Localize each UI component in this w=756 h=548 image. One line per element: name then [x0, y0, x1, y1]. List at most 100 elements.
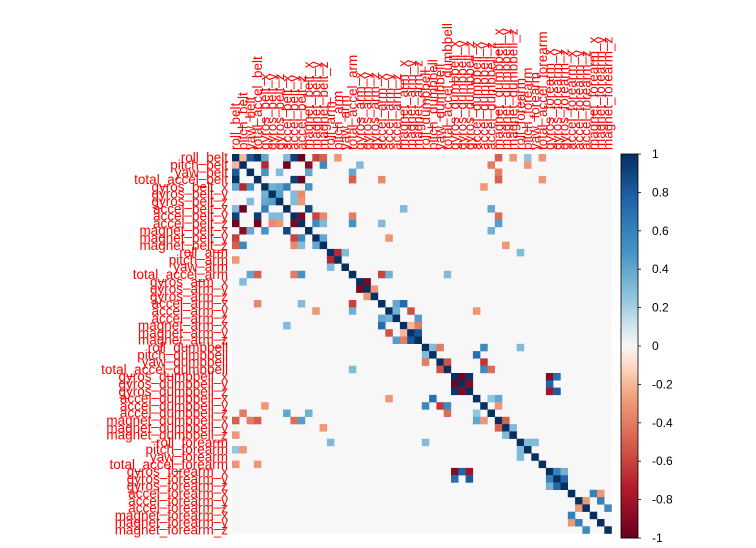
legend-color-band — [621, 503, 638, 506]
row-label: magnet_arm_z — [138, 333, 228, 348]
legend-color-band — [621, 497, 638, 500]
correlation-cell — [232, 154, 240, 162]
correlation-cell — [589, 489, 598, 498]
correlation-cell — [239, 409, 247, 417]
legend-color-band — [621, 280, 638, 284]
correlation-cell — [326, 248, 335, 257]
correlation-cell — [524, 438, 532, 447]
correlation-cell — [545, 373, 554, 381]
legend-color-band — [621, 355, 638, 358]
column-label: gyros_forearm_x — [542, 48, 557, 150]
correlation-cell — [305, 183, 313, 191]
row-label: accel_belt_x — [153, 201, 228, 216]
legend-color-band — [621, 274, 638, 278]
correlation-cell — [348, 300, 357, 308]
correlation-cell — [545, 380, 554, 388]
row-label: total_accel_dumbbell — [101, 362, 228, 377]
legend-tick-label: 1 — [652, 147, 659, 161]
legend-color-band — [621, 154, 638, 157]
correlation-cell — [436, 402, 444, 410]
correlation-cell — [239, 154, 247, 162]
legend-color-band — [621, 203, 638, 207]
legend-color-band — [621, 246, 638, 249]
legend-color-band — [621, 436, 638, 439]
row-label: accel_dumbbell_y — [120, 398, 228, 413]
legend-color-band — [621, 346, 638, 349]
correlation-cell — [516, 453, 525, 461]
correlation-cell — [297, 175, 306, 184]
correlation-cell — [283, 154, 291, 162]
correlation-cell — [443, 358, 452, 366]
correlation-cell — [253, 154, 262, 162]
correlation-cell — [451, 467, 459, 476]
column-label: roll_dumbbell — [418, 70, 433, 150]
correlation-cell — [246, 183, 255, 191]
correlation-cell — [443, 365, 452, 374]
correlation-cell — [246, 154, 255, 162]
row-label: magnet_arm_x — [138, 318, 228, 333]
legend-color-band — [621, 434, 638, 437]
row-label: accel_dumbbell_z — [120, 406, 228, 421]
correlation-cell — [253, 212, 262, 220]
correlation-cell — [524, 154, 532, 162]
legend-color-band — [621, 230, 638, 234]
legend-color-band — [621, 486, 638, 489]
legend-color-band — [621, 238, 638, 241]
correlation-cell — [465, 373, 474, 381]
legend-color-band — [621, 338, 638, 341]
correlation-cell — [385, 394, 393, 403]
legend-color-band — [621, 232, 638, 236]
correlation-cell — [472, 409, 481, 417]
legend-color-band — [621, 468, 638, 472]
legend-tick-label: -0.2 — [652, 377, 673, 391]
correlation-cell — [385, 314, 393, 323]
legend-color-band — [621, 250, 638, 253]
correlation-cell — [567, 519, 576, 527]
correlation-cell — [290, 175, 298, 184]
correlation-cell — [378, 270, 386, 279]
correlation-cell — [370, 285, 379, 293]
legend-color-band — [621, 298, 638, 301]
row-label: accel_belt_z — [153, 216, 228, 231]
legend-color-band — [621, 309, 638, 312]
legend-color-band — [621, 516, 638, 520]
legend-color-band — [621, 340, 638, 343]
legend-color-band — [621, 188, 638, 191]
legend-color-band — [621, 534, 638, 537]
legend-color-band — [621, 459, 638, 462]
correlation-cell — [275, 183, 284, 191]
correlation-cell — [421, 438, 430, 447]
correlation-cell — [516, 248, 525, 257]
correlation-cell — [575, 497, 583, 505]
legend-color-band — [621, 271, 638, 274]
correlation-cell — [232, 161, 240, 169]
legend-color-band — [621, 455, 638, 458]
correlation-cell — [494, 394, 503, 403]
legend-color-band — [621, 326, 638, 330]
legend-color-band — [621, 438, 638, 441]
correlation-cell — [261, 183, 269, 191]
legend-color-band — [621, 449, 638, 452]
column-label: magnet_belt_z — [316, 61, 331, 150]
column-label: gyros_arm_y — [360, 72, 375, 150]
row-label: gyros_forearm_y — [127, 471, 229, 486]
column-label: accel_dumbbell_x — [469, 42, 484, 150]
legend-tick-label: 0.6 — [652, 224, 669, 238]
legend-color-band — [621, 190, 638, 193]
legend-color-band — [621, 399, 638, 403]
column-label: yaw_arm — [338, 95, 353, 150]
correlation-cell — [290, 197, 298, 206]
column-label: pitch_arm — [330, 91, 345, 150]
column-label: magnet_arm_x — [396, 60, 411, 150]
legend-color-band — [621, 296, 638, 299]
legend-color-band — [621, 476, 638, 479]
legend-color-band — [621, 163, 638, 166]
correlation-cell — [348, 365, 357, 374]
correlation-cell — [392, 307, 401, 315]
correlation-cell — [385, 307, 393, 315]
correlation-cell — [232, 205, 240, 213]
correlation-cell — [414, 321, 422, 330]
legend-color-band — [621, 447, 638, 451]
correlation-cell — [385, 234, 393, 242]
correlation-cell — [429, 394, 437, 403]
